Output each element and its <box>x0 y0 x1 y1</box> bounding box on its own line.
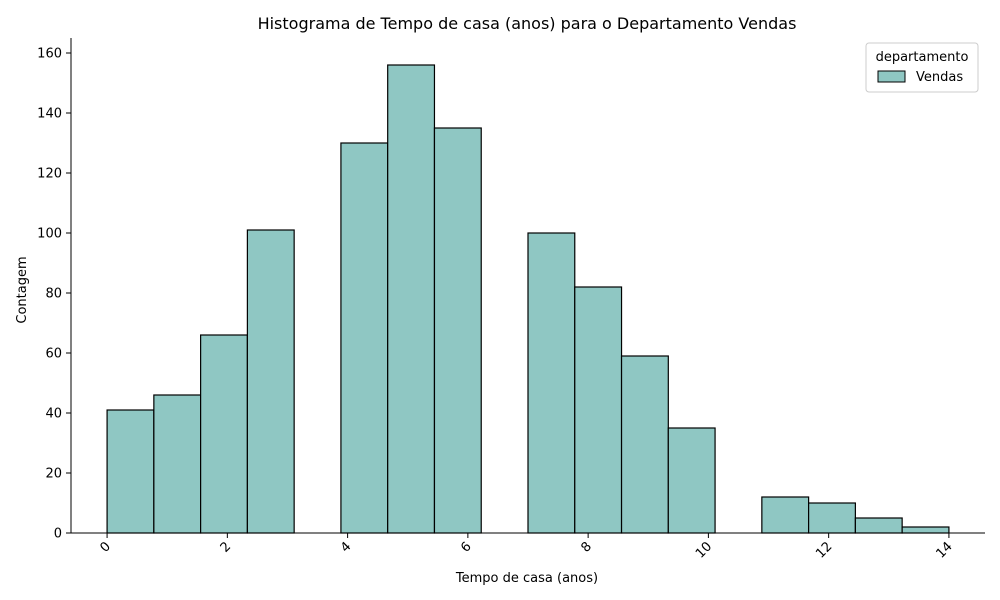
y-tick-label: 80 <box>45 287 62 302</box>
y-tick-label: 100 <box>37 227 62 242</box>
x-tick-label: 6 <box>458 539 474 555</box>
y-tick-label: 20 <box>45 467 62 482</box>
y-tick-label: 120 <box>37 167 62 182</box>
y-tick-label: 60 <box>45 347 62 362</box>
x-tick-label: 12 <box>813 539 835 561</box>
legend-swatch <box>877 70 906 83</box>
histogram-bar <box>854 517 903 534</box>
x-axis-label: Tempo de casa (anos) <box>455 571 598 586</box>
x-tick-label: 4 <box>338 539 354 555</box>
x-tick-label: 8 <box>578 539 594 555</box>
bars-layer <box>106 64 950 534</box>
histogram-bar <box>667 427 716 534</box>
histogram-bar <box>527 232 576 534</box>
chart-title: Histograma de Tempo de casa (anos) para … <box>258 14 797 33</box>
histogram-bar <box>620 355 669 534</box>
histogram-bar <box>387 64 436 534</box>
x-tick-label: 10 <box>693 539 715 561</box>
y-tick-label: 140 <box>37 107 62 122</box>
histogram-bar <box>808 502 856 534</box>
y-axis-label: Contagem <box>15 256 30 323</box>
y-tick-label: 160 <box>37 47 62 62</box>
histogram-bar <box>106 409 155 534</box>
histogram-bar <box>901 526 950 534</box>
histogram-bar <box>153 394 202 534</box>
histogram-bar <box>574 286 623 534</box>
histogram-bar <box>246 229 295 534</box>
histogram-bar <box>761 496 810 534</box>
histogram-bar <box>200 334 248 534</box>
x-tick-label: 2 <box>218 539 234 555</box>
x-tick-label: 0 <box>97 539 113 555</box>
legend-title: departamento <box>876 50 969 65</box>
legend-entry-label: Vendas <box>916 70 963 85</box>
axes-layer: 0 20 40 60 80 100 120 140 160 0 2 4 6 8 10 12 14 <box>37 38 985 562</box>
x-tick-label: 14 <box>933 539 955 561</box>
histogram-bar <box>340 142 389 534</box>
histogram-bar <box>433 127 482 534</box>
y-tick-label: 40 <box>45 407 62 422</box>
legend: departamento Vendas <box>865 42 979 93</box>
y-tick-label: 0 <box>54 527 62 542</box>
